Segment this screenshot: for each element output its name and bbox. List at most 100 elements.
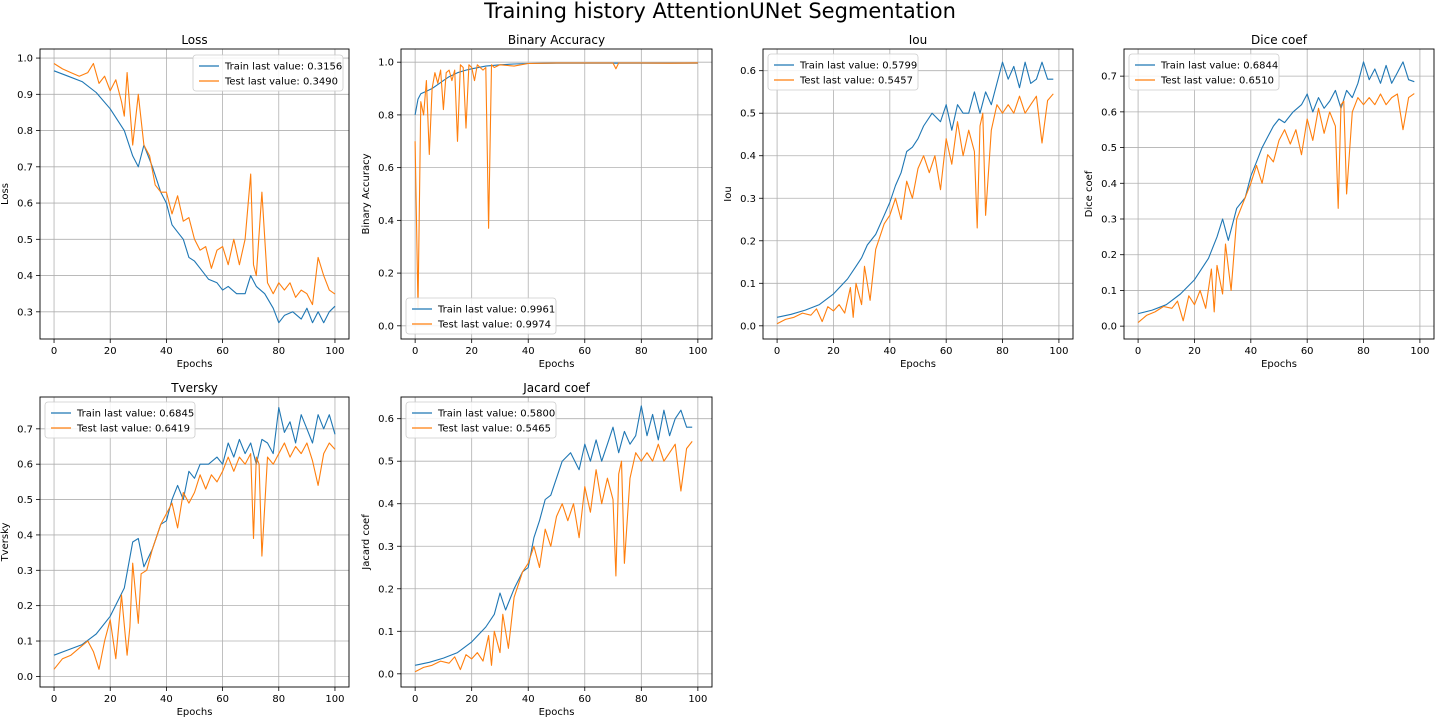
x-tick-label: 0 [51, 346, 57, 357]
x-tick-label: 40 [522, 346, 535, 357]
x-tick-label: 40 [883, 346, 896, 357]
y-tick-label: 0.3 [378, 542, 394, 553]
axes-frame [400, 396, 713, 688]
y-tick-label: 0.2 [740, 236, 756, 247]
x-tick-label: 80 [996, 346, 1009, 357]
legend: Train last value: 0.6845 Test last value:… [44, 401, 196, 439]
y-axis-label: Binary Accuracy [361, 153, 372, 234]
legend: Train last value: 0.5799 Test last value:… [767, 53, 919, 91]
legend-label-train: Train last value: 0.6844 [1160, 61, 1278, 72]
legend-box [405, 401, 557, 439]
axes-frame [400, 48, 713, 340]
y-tick-label: 0.0 [740, 321, 756, 332]
subplot-title: Loss [181, 33, 207, 47]
series-line-train [414, 405, 693, 666]
subplot-title: Binary Accuracy [508, 33, 605, 47]
subplot-title: Tversky [170, 381, 218, 395]
grid [401, 49, 712, 339]
grid [401, 397, 712, 687]
x-tick-label: 40 [1244, 346, 1257, 357]
subplot-grid: 0 20 40 60 80 100 0.3 0.4 0.5 0.6 0.7 0.8 0.9 1.0 Loss… [0, 33, 1435, 718]
x-tick-label: 40 [522, 694, 535, 705]
x-tick-label: 100 [1049, 346, 1068, 357]
y-tick-label: 0.3 [1101, 215, 1117, 226]
legend: Train last value: 0.5800 Test last value:… [405, 401, 557, 439]
y-tick-label: 1.0 [378, 58, 394, 69]
subplot-binary-accuracy: 0 20 40 60 80 100 0.0 0.2 0.4 0.6 0.8 1.0 Binary Acc… [361, 33, 713, 370]
series-line-test [414, 62, 698, 308]
x-tick-label: 0 [412, 346, 418, 357]
y-tick-label: 0.6 [17, 199, 33, 210]
y-tick-label: 0.5 [378, 457, 394, 468]
subplot-jacard-coef: 0 20 40 60 80 100 0.0 0.1 0.2 0.3 0.4 0.5 0.6 Jacard … [361, 381, 713, 718]
y-tick-label: 0.4 [17, 530, 33, 541]
x-tick-label: 80 [635, 346, 648, 357]
y-tick-label: 0.4 [378, 216, 394, 227]
axes-frame [1123, 48, 1435, 340]
series-line-train [1137, 61, 1415, 315]
y-tick-label: 0.7 [17, 162, 33, 173]
y-tick-label: 0.6 [1101, 107, 1117, 118]
y-axis-label: Jacard coef [361, 514, 372, 571]
y-tick-label: 0.3 [17, 566, 33, 577]
y-tick-label: 0.2 [17, 601, 33, 612]
legend-box [192, 54, 344, 92]
y-axis-label: Loss [0, 183, 11, 205]
x-tick-label: 80 [272, 694, 285, 705]
x-tick-label: 0 [412, 694, 418, 705]
y-tick-label: 0.9 [17, 90, 33, 101]
y-tick-label: 0.6 [17, 460, 33, 471]
x-tick-label: 20 [1188, 346, 1201, 357]
y-tick-label: 0.0 [378, 321, 394, 332]
x-tick-label: 60 [216, 346, 229, 357]
x-tick-label: 40 [160, 346, 173, 357]
x-tick-label: 20 [104, 346, 117, 357]
y-tick-label: 0.6 [378, 414, 394, 425]
y-tick-label: 0.4 [17, 271, 33, 282]
y-tick-label: 0.0 [1101, 322, 1117, 333]
legend-label-test: Test last value: 0.6419 [76, 424, 190, 435]
x-tick-label: 20 [827, 346, 840, 357]
y-tick-label: 0.3 [17, 307, 33, 318]
subplot-title: Jacard coef [522, 381, 590, 395]
y-tick-label: 0.1 [17, 637, 33, 648]
legend-label-test: Test last value: 0.6510 [1160, 76, 1274, 87]
x-tick-label: 60 [940, 346, 953, 357]
x-tick-label: 100 [1410, 346, 1429, 357]
legend-label-test: Test last value: 0.9974 [437, 320, 551, 331]
legend: Train last value: 0.6844 Test last value:… [1128, 53, 1280, 91]
x-tick-label: 60 [578, 694, 591, 705]
y-tick-label: 0.5 [17, 235, 33, 246]
y-tick-label: 0.2 [378, 269, 394, 280]
axes-frame [39, 396, 350, 688]
x-tick-label: 20 [465, 694, 478, 705]
y-tick-label: 0.3 [740, 194, 756, 205]
y-tick-label: 0.5 [740, 109, 756, 120]
subplot-loss: 0 20 40 60 80 100 0.3 0.4 0.5 0.6 0.7 0.8 0.9 1.0 Loss… [0, 33, 350, 370]
y-tick-label: 0.7 [17, 424, 33, 435]
x-axis-label: Epochs [177, 359, 213, 370]
axes-frame [762, 48, 1074, 340]
subplot-dice-coef: 0 20 40 60 80 100 0.0 0.1 0.2 0.3 0.4 0.5 0.6 0.7 Dice… [1084, 33, 1435, 370]
y-tick-label: 0.6 [740, 66, 756, 77]
x-tick-label: 40 [160, 694, 173, 705]
figure-suptitle: Training history AttentionUNet Segmentat… [483, 0, 956, 23]
x-tick-label: 100 [325, 694, 344, 705]
legend-label-train: Train last value: 0.6845 [76, 409, 194, 420]
y-tick-label: 0.5 [1101, 143, 1117, 154]
x-tick-label: 0 [774, 346, 780, 357]
legend-label-train: Train last value: 0.3156 [224, 62, 342, 73]
series-line-train [53, 407, 336, 656]
y-tick-label: 1.0 [17, 54, 33, 65]
legend: Train last value: 0.3156 Test last value:… [192, 54, 344, 92]
x-tick-label: 60 [216, 694, 229, 705]
x-tick-label: 20 [104, 694, 117, 705]
legend-box [1128, 53, 1280, 91]
subplot-iou: 0 20 40 60 80 100 0.0 0.1 0.2 0.3 0.4 0.5 0.6 Iou Epoc… [723, 33, 1074, 370]
subplot-title: Iou [909, 33, 928, 47]
x-tick-label: 0 [1135, 346, 1141, 357]
x-tick-label: 80 [635, 694, 648, 705]
y-tick-label: 0.5 [17, 495, 33, 506]
legend-label-test: Test last value: 0.3490 [224, 77, 338, 88]
